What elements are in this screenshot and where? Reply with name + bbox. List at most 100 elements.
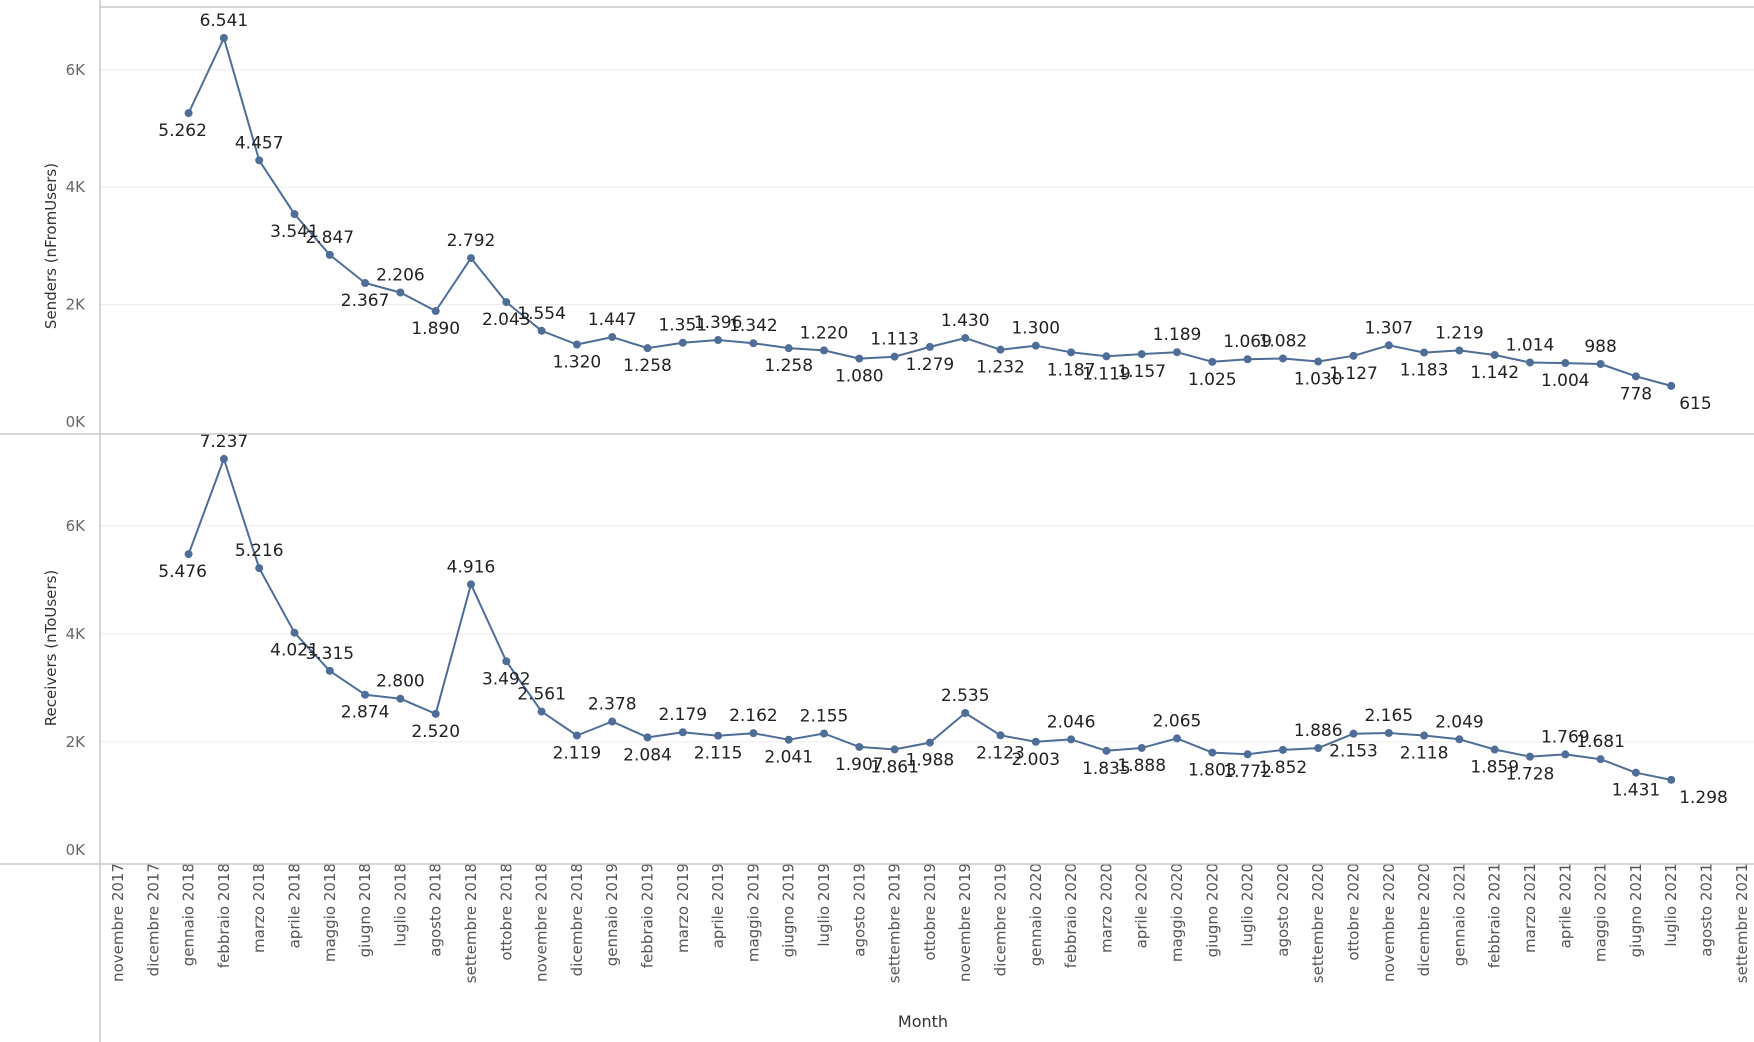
x-tick-label: aprile 2020 (1133, 863, 1151, 948)
senders-point (961, 334, 970, 343)
senders-data-label: 1.014 (1506, 335, 1555, 355)
x-tick-label: aprile 2019 (709, 863, 727, 948)
senders-point (1420, 348, 1429, 357)
senders-y-axis: 0K 2K 4K 6K (66, 61, 87, 431)
senders-data-label: 1.127 (1329, 364, 1378, 384)
senders-data-label: 1.396 (694, 313, 743, 333)
receivers-point (714, 731, 723, 740)
senders-point (749, 339, 758, 348)
receivers-data-label: 2.153 (1329, 742, 1378, 762)
receivers-point (361, 690, 370, 699)
senders-y-tick-label: 4K (66, 178, 87, 196)
receivers-data-label: 4.916 (447, 557, 496, 577)
senders-point (290, 210, 299, 219)
senders-point (502, 298, 511, 307)
senders-data-label: 1.025 (1188, 370, 1237, 390)
senders-point (925, 342, 934, 351)
senders-point (608, 333, 617, 342)
senders-data-label: 1.320 (553, 353, 602, 373)
receivers-point (1243, 750, 1252, 759)
x-tick-label: novembre 2020 (1380, 863, 1398, 982)
senders-data-label: 1.183 (1400, 361, 1449, 381)
senders-point (1349, 351, 1358, 360)
receivers-point (820, 729, 828, 738)
senders-data-label: 3.541 (270, 222, 319, 242)
senders-data-label: 1.030 (1294, 370, 1343, 390)
senders-data-label: 1.157 (1117, 362, 1166, 382)
receivers-point (1208, 748, 1217, 757)
receivers-point (396, 694, 405, 703)
receivers-y-axis: 0K 2K 4K 6K (66, 517, 87, 859)
x-tick-label: febbraio 2021 (1486, 863, 1504, 968)
senders-data-label: 2.367 (341, 291, 390, 311)
x-tick-label: marzo 2018 (250, 863, 268, 953)
x-tick-label: dicembre 2019 (992, 863, 1010, 976)
senders-point (643, 344, 652, 353)
x-tick-label: luglio 2020 (1239, 863, 1257, 947)
receivers-point (1173, 734, 1181, 743)
receivers-data-label: 2.049 (1435, 712, 1484, 732)
receivers-point (290, 628, 299, 637)
receivers-point (1631, 768, 1640, 777)
x-tick-label: gennaio 2021 (1450, 863, 1468, 966)
receivers-point (890, 745, 899, 754)
receivers-point (1102, 746, 1111, 755)
x-tick-label: maggio 2019 (744, 863, 762, 962)
receivers-data-label: 4.021 (270, 641, 319, 661)
receivers-point (1349, 729, 1358, 738)
x-tick-label: gennaio 2020 (1027, 863, 1045, 966)
senders-point (1561, 359, 1570, 368)
x-tick-label: settembre 2021 (1733, 863, 1751, 983)
receivers-y-tick-label: 6K (66, 517, 87, 535)
senders-data-label: 778 (1620, 384, 1652, 404)
receivers-point (1420, 731, 1429, 740)
x-axis-title: Month (898, 1012, 948, 1031)
x-tick-label: ottobre 2019 (921, 863, 939, 961)
x-tick-label: giugno 2019 (780, 863, 798, 957)
senders-data-label: 615 (1679, 394, 1711, 414)
receivers-point (1526, 752, 1534, 761)
receivers-data-label: 1.681 (1576, 732, 1625, 752)
x-tick-label: giugno 2018 (356, 863, 374, 957)
senders-point (537, 326, 546, 335)
receivers-point (1490, 745, 1499, 754)
receivers-data-label: 2.874 (341, 703, 390, 723)
x-tick-label: febbraio 2020 (1062, 863, 1080, 968)
senders-data-label: 1.307 (1364, 318, 1413, 338)
x-tick-label: dicembre 2020 (1415, 863, 1433, 976)
senders-data-label: 1.219 (1435, 323, 1484, 343)
senders-data-label: 1.258 (623, 356, 672, 376)
receivers-point (1455, 735, 1464, 744)
senders-point (820, 346, 828, 355)
receivers-point (467, 580, 475, 589)
senders-y-tick-label: 2K (66, 296, 87, 314)
x-tick-label: agosto 2019 (850, 863, 868, 957)
senders-point (467, 254, 475, 263)
senders-point (1667, 381, 1676, 390)
receivers-point (1278, 745, 1287, 754)
senders-panel: 0K 2K 4K 6K Senders (nFromUsers) 5.262 6.541… (42, 11, 1754, 431)
receivers-data-label: 7.237 (200, 432, 249, 452)
senders-data-label: 1.004 (1541, 371, 1590, 391)
receivers-data-label: 2.535 (941, 686, 990, 706)
x-tick-label: maggio 2020 (1168, 863, 1186, 962)
receivers-point (1561, 750, 1570, 759)
senders-data-label: 1.082 (1259, 331, 1308, 351)
senders-data-label: 1.300 (1011, 319, 1060, 339)
senders-point (361, 279, 370, 288)
receivers-point (1667, 775, 1676, 784)
x-tick-label: aprile 2018 (286, 863, 304, 948)
receivers-point (1067, 735, 1076, 744)
senders-point (219, 34, 228, 43)
x-tick-label: agosto 2020 (1274, 863, 1292, 957)
senders-point (1490, 350, 1499, 359)
receivers-data-label: 1.861 (870, 757, 919, 777)
senders-point (1031, 341, 1040, 350)
receivers-data-label: 1.769 (1541, 727, 1590, 747)
x-tick-label: luglio 2021 (1662, 863, 1680, 947)
receivers-data-label: 2.155 (800, 707, 849, 727)
senders-point (184, 109, 193, 118)
senders-data-label: 1.232 (976, 358, 1025, 378)
senders-point (325, 250, 334, 259)
